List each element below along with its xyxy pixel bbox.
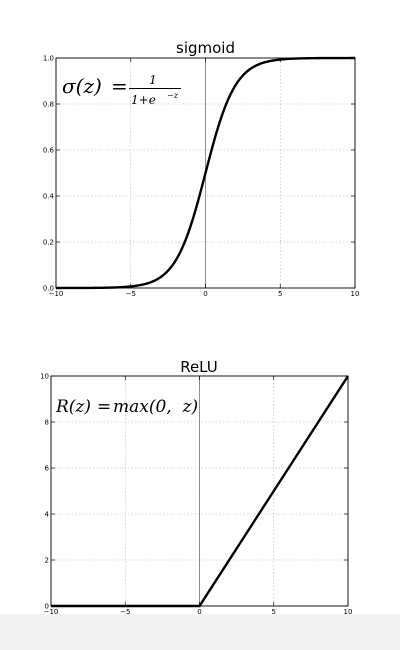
- sigmoid-ytick-label: 0.4: [43, 193, 55, 201]
- sigmoid-ticks: −10 −5 0 5 10 0.0 0.2 0.4 0.6 0.8 1.0: [43, 55, 360, 299]
- sigmoid-formula-numerator: 1: [149, 73, 157, 87]
- relu-ytick-label: 6: [45, 465, 50, 473]
- relu-ytick-label: 0: [45, 603, 49, 611]
- sigmoid-ytick-label: 1.0: [43, 55, 54, 63]
- sigmoid-formula-exponent: −z: [167, 91, 179, 100]
- relu-formula-rhs: max(0, z): [113, 397, 198, 417]
- relu-xtick-label: −10: [44, 608, 59, 616]
- relu-title: ReLU: [180, 358, 218, 376]
- svg-text:R(z): R(z): [55, 397, 91, 417]
- sigmoid-xtick-label: 0: [203, 290, 207, 298]
- sigmoid-xtick-label: −5: [126, 290, 136, 298]
- relu-formula-eq: =: [97, 397, 111, 417]
- sigmoid-formula-lhs: σ(z): [62, 74, 102, 98]
- sigmoid-xtick-label: 5: [278, 290, 282, 298]
- sigmoid-formula-denominator: 1+e: [131, 93, 156, 107]
- relu-xtick-label: 10: [344, 608, 353, 616]
- sigmoid-formula-eq: =: [111, 74, 128, 98]
- svg-text:σ(z): σ(z): [62, 74, 102, 98]
- relu-ytick-label: 8: [45, 419, 49, 427]
- relu-ytick-label: 2: [45, 557, 49, 565]
- sigmoid-title: sigmoid: [176, 39, 235, 57]
- relu-xtick-label: 0: [197, 608, 201, 616]
- sigmoid-formula: σ(z) = 1 1+e −z: [62, 73, 181, 107]
- sigmoid-ytick-label: 0.6: [43, 147, 55, 155]
- relu-ticks: −10 −5 0 5 10 0 2 4 6 8 10: [40, 373, 352, 617]
- relu-xtick-label: 5: [272, 608, 276, 616]
- sigmoid-ytick-label: 0.8: [43, 101, 54, 109]
- sigmoid-chart: sigmoid −10 −5 0 5 10 0.0 0.2 0.4 0.6 0.8 1.0 σ(z)…: [43, 39, 360, 298]
- sigmoid-xtick-label: 10: [351, 290, 360, 298]
- relu-formula-lhs: R(z): [55, 397, 91, 417]
- relu-ytick-label: 10: [40, 373, 49, 381]
- sigmoid-ytick-label: 0.0: [43, 285, 54, 293]
- relu-formula: R(z) = max(0, z): [55, 397, 198, 417]
- sigmoid-xtick-label: −10: [49, 290, 64, 298]
- sigmoid-grid: [56, 58, 355, 288]
- sigmoid-ytick-label: 0.2: [43, 239, 54, 247]
- relu-xtick-label: −5: [120, 608, 130, 616]
- relu-chart: ReLU −10 −5 0 5 10 0 2 4 6 8 10 R(z) = max(0, z): [40, 358, 352, 616]
- relu-ytick-label: 4: [45, 511, 50, 519]
- bottom-band: [0, 614, 400, 650]
